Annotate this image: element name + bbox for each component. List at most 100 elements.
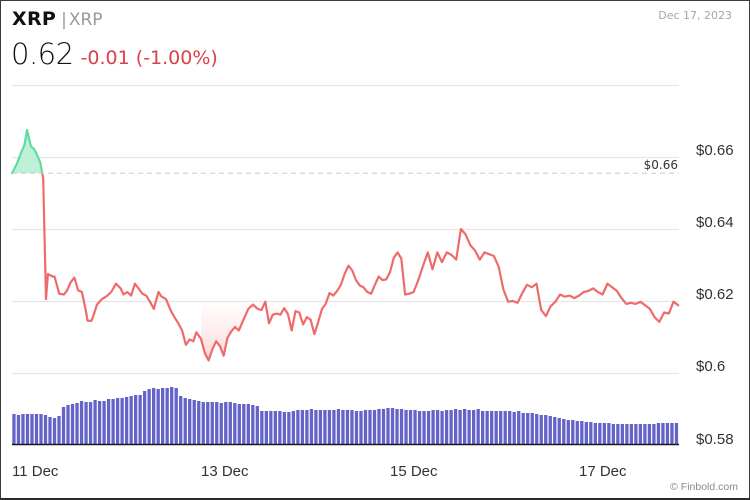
volume-bar — [215, 402, 219, 444]
volume-bar — [593, 423, 597, 444]
x-axis: 11 Dec 13 Dec 15 Dec 17 Dec — [12, 463, 627, 480]
volume-bar — [16, 415, 21, 444]
volume-bar — [462, 409, 467, 444]
volume-bar — [170, 387, 174, 444]
volume-bar — [359, 411, 363, 444]
volume-bar — [57, 416, 61, 444]
volume-bar — [291, 411, 296, 444]
volume-bars — [12, 387, 679, 446]
volume-bar — [674, 423, 679, 444]
reference-line: $0.66 — [12, 158, 679, 174]
volume-bar — [363, 410, 368, 444]
volume-bar — [296, 410, 300, 444]
volume-bar — [282, 412, 287, 444]
volume-bar — [174, 388, 178, 444]
volume-bar — [133, 395, 138, 444]
y-tick-label: $0.64 — [696, 214, 734, 231]
volume-bar — [138, 395, 142, 444]
y-tick-label: $0.58 — [696, 431, 734, 448]
volume-bar — [255, 406, 259, 444]
volume-bar — [643, 424, 647, 444]
volume-bar — [620, 424, 625, 444]
volume-bar — [616, 424, 620, 444]
volume-bar — [246, 404, 250, 444]
volume-bar — [260, 411, 264, 444]
volume-bar — [12, 414, 16, 444]
volume-bar — [386, 408, 390, 444]
volume-bar — [25, 414, 30, 444]
volume-bar — [228, 402, 232, 444]
x-tick-label: 11 Dec — [12, 463, 59, 480]
volume-bar — [625, 424, 629, 444]
volume-bar — [381, 409, 386, 444]
volume-bar — [93, 400, 97, 444]
volume-bar — [535, 414, 539, 444]
volume-bar — [192, 400, 196, 444]
y-tick-label: $0.66 — [696, 142, 734, 159]
volume-bar — [431, 410, 435, 444]
volume-bar — [404, 410, 408, 444]
volume-bar — [233, 403, 237, 444]
volume-bar — [34, 414, 39, 444]
volume-bar — [224, 402, 228, 444]
volume-bar — [161, 388, 165, 444]
volume-bar — [147, 389, 151, 444]
volume-bar — [399, 409, 404, 444]
volume-bar — [21, 414, 25, 444]
x-tick-label: 13 Dec — [201, 463, 249, 480]
volume-bar — [201, 402, 205, 444]
volume-bar — [485, 411, 489, 444]
volume-bar — [327, 410, 332, 444]
volume-bar — [129, 396, 133, 444]
volume-bar — [589, 422, 593, 444]
volume-bar — [84, 402, 88, 444]
volume-bar — [521, 413, 525, 444]
volume-bar — [97, 401, 102, 444]
volume-bar — [435, 410, 440, 444]
volume-bar — [88, 402, 93, 444]
volume-bar — [354, 411, 359, 444]
area-fills — [12, 130, 288, 361]
volume-bar — [287, 412, 291, 444]
volume-bar — [273, 411, 277, 444]
volume-bar — [102, 401, 106, 444]
volume-bar — [670, 423, 674, 444]
y-tick-label: $0.62 — [696, 286, 734, 303]
volume-bar — [661, 423, 665, 444]
volume-bar — [629, 424, 634, 444]
volume-bar — [413, 410, 417, 444]
open-price-label: $0.66 — [644, 158, 678, 172]
volume-bar — [156, 389, 160, 444]
volume-bar — [183, 398, 187, 444]
volume-bar — [575, 421, 579, 444]
volume-bar — [548, 416, 552, 444]
chart-date: Dec 17, 2023 — [658, 9, 732, 22]
volume-bar — [467, 410, 471, 444]
y-tick-label: $0.6 — [696, 358, 725, 375]
volume-bar — [503, 411, 507, 444]
volume-bar — [165, 388, 169, 444]
volume-bar — [539, 415, 543, 444]
volume-bar — [323, 410, 327, 444]
ticker-symbol: XRP — [12, 8, 57, 30]
volume-bar — [318, 410, 323, 444]
volume-bar — [43, 415, 48, 444]
volume-bar — [458, 410, 462, 444]
price-line-up — [10, 128, 44, 175]
price-change: -0.01 (-1.00%) — [80, 47, 218, 69]
volume-bar — [584, 422, 588, 444]
volume-bar — [372, 410, 377, 444]
volume-bar — [408, 410, 413, 444]
volume-bar — [426, 411, 431, 444]
x-tick-label: 15 Dec — [390, 463, 438, 480]
volume-bar — [490, 411, 494, 444]
current-price: 0.62 — [11, 37, 74, 71]
volume-bar — [197, 401, 201, 444]
volume-bar — [61, 407, 66, 444]
volume-bar — [300, 410, 305, 444]
volume-bar — [476, 409, 480, 444]
volume-bar — [237, 404, 241, 444]
volume-bar — [517, 411, 521, 444]
volume-bar — [345, 410, 350, 444]
